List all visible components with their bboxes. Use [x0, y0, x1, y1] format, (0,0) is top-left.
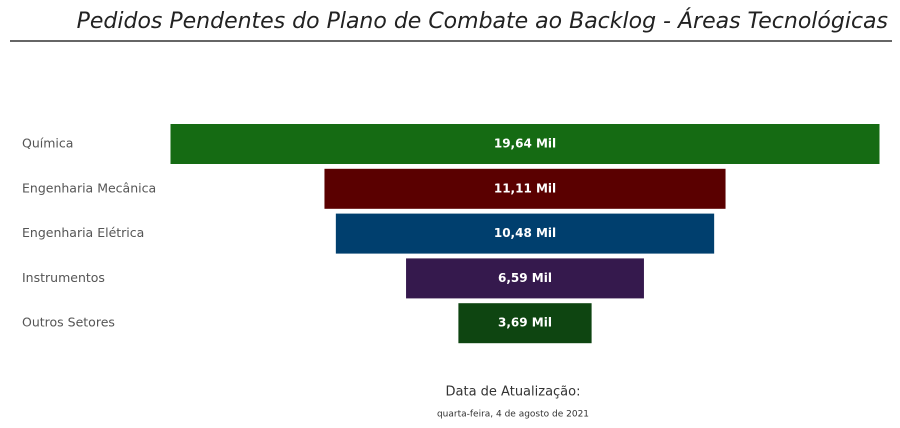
value-label: 11,11 Mil [494, 181, 556, 195]
value-label: 6,59 Mil [498, 271, 552, 285]
category-label: Engenharia Elétrica [22, 225, 144, 240]
value-label: 19,64 Mil [494, 137, 556, 151]
update-date: quarta-feira, 4 de agosto de 2021 [437, 410, 589, 420]
value-label: 3,69 Mil [498, 316, 552, 330]
category-label: Química [22, 136, 73, 151]
category-label: Engenharia Mecânica [22, 180, 156, 195]
value-label: 10,48 Mil [494, 226, 556, 240]
category-label: Instrumentos [22, 270, 105, 285]
chart-title: Pedidos Pendentes do Plano de Combate ao… [77, 8, 888, 34]
category-label: Outros Setores [22, 315, 115, 330]
update-label: Data de Atualização: [446, 385, 581, 400]
